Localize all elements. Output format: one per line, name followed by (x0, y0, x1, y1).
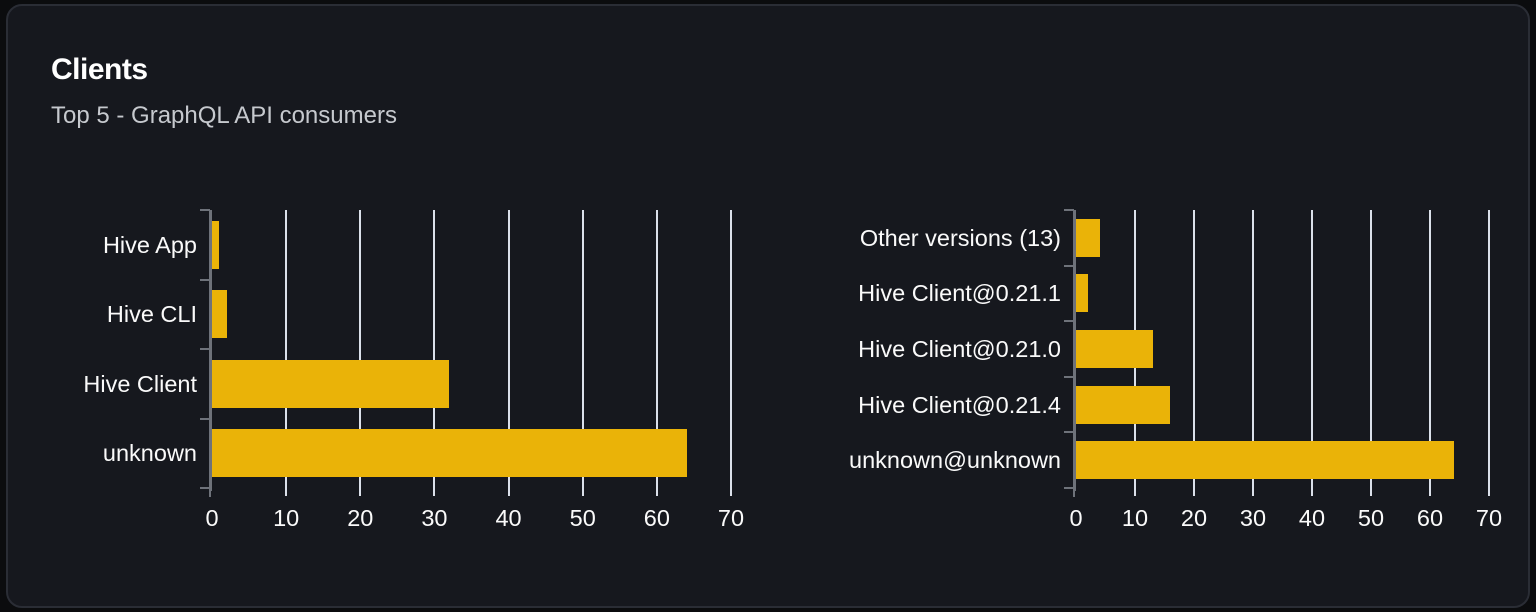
x-tick-label: 0 (205, 505, 219, 531)
y-axis-tick (200, 417, 210, 420)
x-tick-label: 40 (1298, 505, 1326, 531)
bar-hive-client-0-21-4[interactable] (1076, 385, 1171, 424)
bar-other-versions-13-[interactable] (1076, 218, 1100, 257)
gridline-20 (1193, 210, 1195, 496)
x-tick-label: 60 (643, 505, 670, 531)
category-label: Hive Client@0.21.0 (858, 336, 1061, 362)
category-label: Hive Client (83, 370, 197, 397)
category-label: Hive Client@0.21.1 (858, 280, 1061, 307)
y-axis-line (209, 210, 212, 491)
gridline-30 (1252, 210, 1254, 496)
gridline-30 (433, 210, 436, 496)
x-tick-label: 70 (717, 505, 745, 531)
bar-hive-client[interactable] (212, 359, 450, 408)
category-label: Hive CLI (106, 301, 197, 328)
y-axis-tick (200, 209, 210, 211)
gridline-60 (655, 210, 658, 496)
bar-hive-client-0-21-0[interactable] (1076, 330, 1153, 368)
x-tick-label: 10 (273, 505, 300, 531)
y-axis-tick (1064, 487, 1074, 489)
gridline-70 (730, 210, 732, 496)
bar-hive-app[interactable] (212, 220, 220, 269)
y-axis-tick (1064, 431, 1074, 434)
category-label: Hive Client@0.21.4 (858, 391, 1061, 418)
gridline-10 (285, 210, 288, 496)
x-tick-label: 10 (1121, 505, 1149, 531)
clients-card: Clients Top 5 - GraphQL API consumers (6, 4, 1530, 608)
category-label: Hive App (102, 231, 197, 258)
bar-hive-cli[interactable] (212, 290, 227, 339)
gridline-60 (1429, 210, 1431, 496)
x-axis-tick-0 (209, 488, 211, 497)
y-axis-tick (200, 278, 210, 281)
x-tick-label: 70 (1475, 505, 1503, 531)
page-title: Clients (51, 53, 148, 86)
category-label: unknown@unknown (849, 447, 1061, 474)
y-axis-tick (1064, 320, 1074, 323)
x-tick-label: 0 (1069, 505, 1083, 531)
x-tick-label: 50 (569, 505, 596, 531)
x-axis-tick-0 (1073, 488, 1075, 497)
page-subtitle: Top 5 - GraphQL API consumers (51, 102, 397, 129)
x-tick-label: 30 (1239, 505, 1267, 531)
gridline-20 (359, 210, 362, 496)
gridline-70 (1488, 210, 1490, 496)
x-tick-label: 20 (1180, 505, 1208, 531)
bar-unknown-unknown[interactable] (1076, 441, 1454, 480)
y-axis-line (1073, 210, 1076, 491)
gridline-50 (581, 210, 584, 496)
bar-hive-client-0-21-1[interactable] (1076, 274, 1088, 313)
category-label: unknown (102, 440, 197, 467)
bar-unknown[interactable] (212, 429, 687, 478)
x-tick-label: 50 (1357, 505, 1385, 531)
x-tick-label: 20 (347, 505, 374, 531)
gridline-50 (1370, 210, 1372, 496)
x-tick-label: 30 (421, 505, 448, 531)
x-tick-label: 60 (1416, 505, 1444, 531)
gridline-40 (1311, 210, 1313, 496)
y-axis-tick (1064, 209, 1074, 211)
y-axis-tick (200, 487, 210, 489)
gridline-40 (507, 210, 510, 496)
y-axis-tick (1064, 375, 1074, 378)
y-axis-tick (1064, 264, 1074, 267)
category-label: Other versions (13) (859, 224, 1061, 251)
y-axis-tick (200, 348, 210, 350)
x-tick-label: 40 (495, 505, 522, 531)
